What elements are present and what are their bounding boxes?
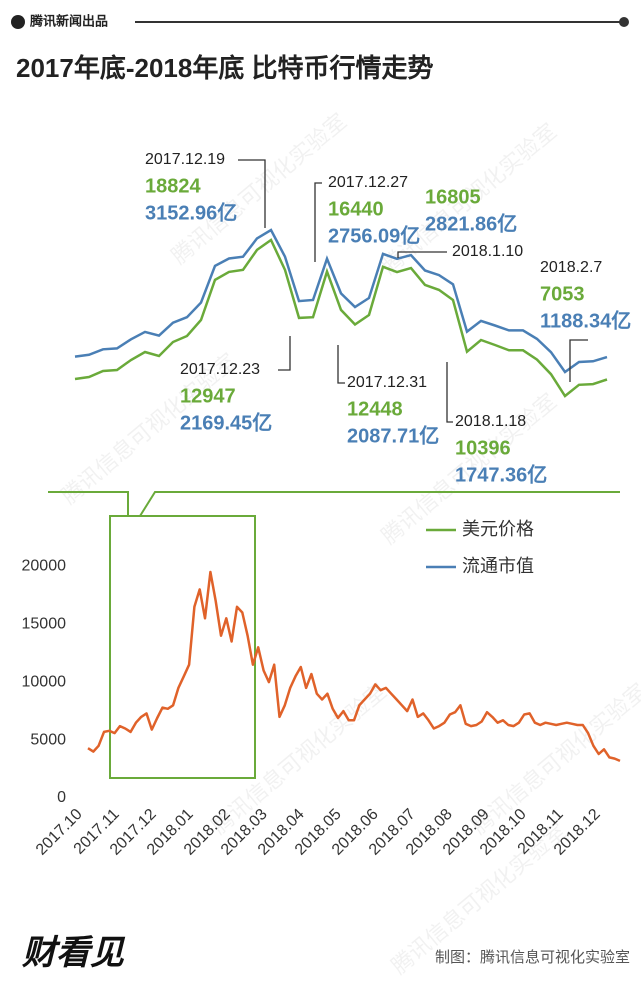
annotation-usd: 7053: [540, 283, 585, 305]
credit: 制图：腾讯信息可视化实验室: [435, 949, 630, 966]
annotation-date: 2017.12.23: [180, 361, 260, 378]
zoom-box: [109, 515, 256, 779]
legend-label: 流通市值: [462, 556, 534, 576]
annotation-date: 2017.12.19: [145, 151, 225, 168]
brand-icon: [11, 15, 25, 29]
price-line: [87, 570, 621, 763]
annotation-usd: 18824: [145, 175, 201, 197]
annotation-cap: 2169.45亿: [180, 410, 272, 434]
annotation-date: 2018.1.10: [452, 243, 523, 260]
leader-line: [238, 159, 266, 228]
annotation-cap: 2821.86亿: [425, 211, 517, 235]
brand: 腾讯新闻出品: [29, 13, 108, 28]
annotation-date: 2017.12.27: [328, 174, 408, 191]
annotation-usd: 12947: [180, 385, 236, 407]
annotation-cap: 2756.09亿: [328, 223, 420, 247]
annotation-date: 2018.1.18: [455, 413, 526, 430]
header-dot: [619, 17, 629, 27]
footer-logo: 财看见: [22, 934, 126, 972]
series-line: [74, 228, 608, 374]
y-tick-label: 15000: [22, 615, 67, 632]
leader-line: [446, 362, 453, 423]
series-line: [74, 238, 608, 398]
annotation-cap: 1747.36亿: [455, 462, 547, 486]
leader-line: [314, 182, 322, 262]
title: 2017年底-2018年底 比特币行情走势: [16, 53, 434, 83]
y-tick-label: 5000: [30, 731, 66, 748]
annotation-cap: 2087.71亿: [347, 423, 439, 447]
annotation-usd: 16805: [425, 186, 481, 208]
zoom-bracket: [48, 491, 620, 517]
y-tick-label: 20000: [22, 557, 67, 574]
leader-line: [278, 336, 291, 371]
leader-line: [337, 345, 345, 384]
legend-label: 美元价格: [462, 519, 534, 539]
leader-line: [569, 339, 588, 382]
y-tick-label: 0: [57, 789, 66, 806]
leader-line: [397, 251, 447, 258]
y-tick-label: 10000: [22, 673, 67, 690]
annotation-usd: 10396: [455, 437, 511, 459]
bottom-chart: 050001000015000200002017.102017.112017.1…: [22, 557, 621, 859]
annotation-date: 2018.2.7: [540, 259, 602, 276]
annotation-usd: 16440: [328, 198, 384, 220]
annotation-usd: 12448: [347, 398, 403, 420]
annotation-cap: 3152.96亿: [145, 200, 237, 224]
annotation-date: 2017.12.31: [347, 374, 427, 391]
annotation-cap: 1188.34亿: [540, 308, 631, 332]
